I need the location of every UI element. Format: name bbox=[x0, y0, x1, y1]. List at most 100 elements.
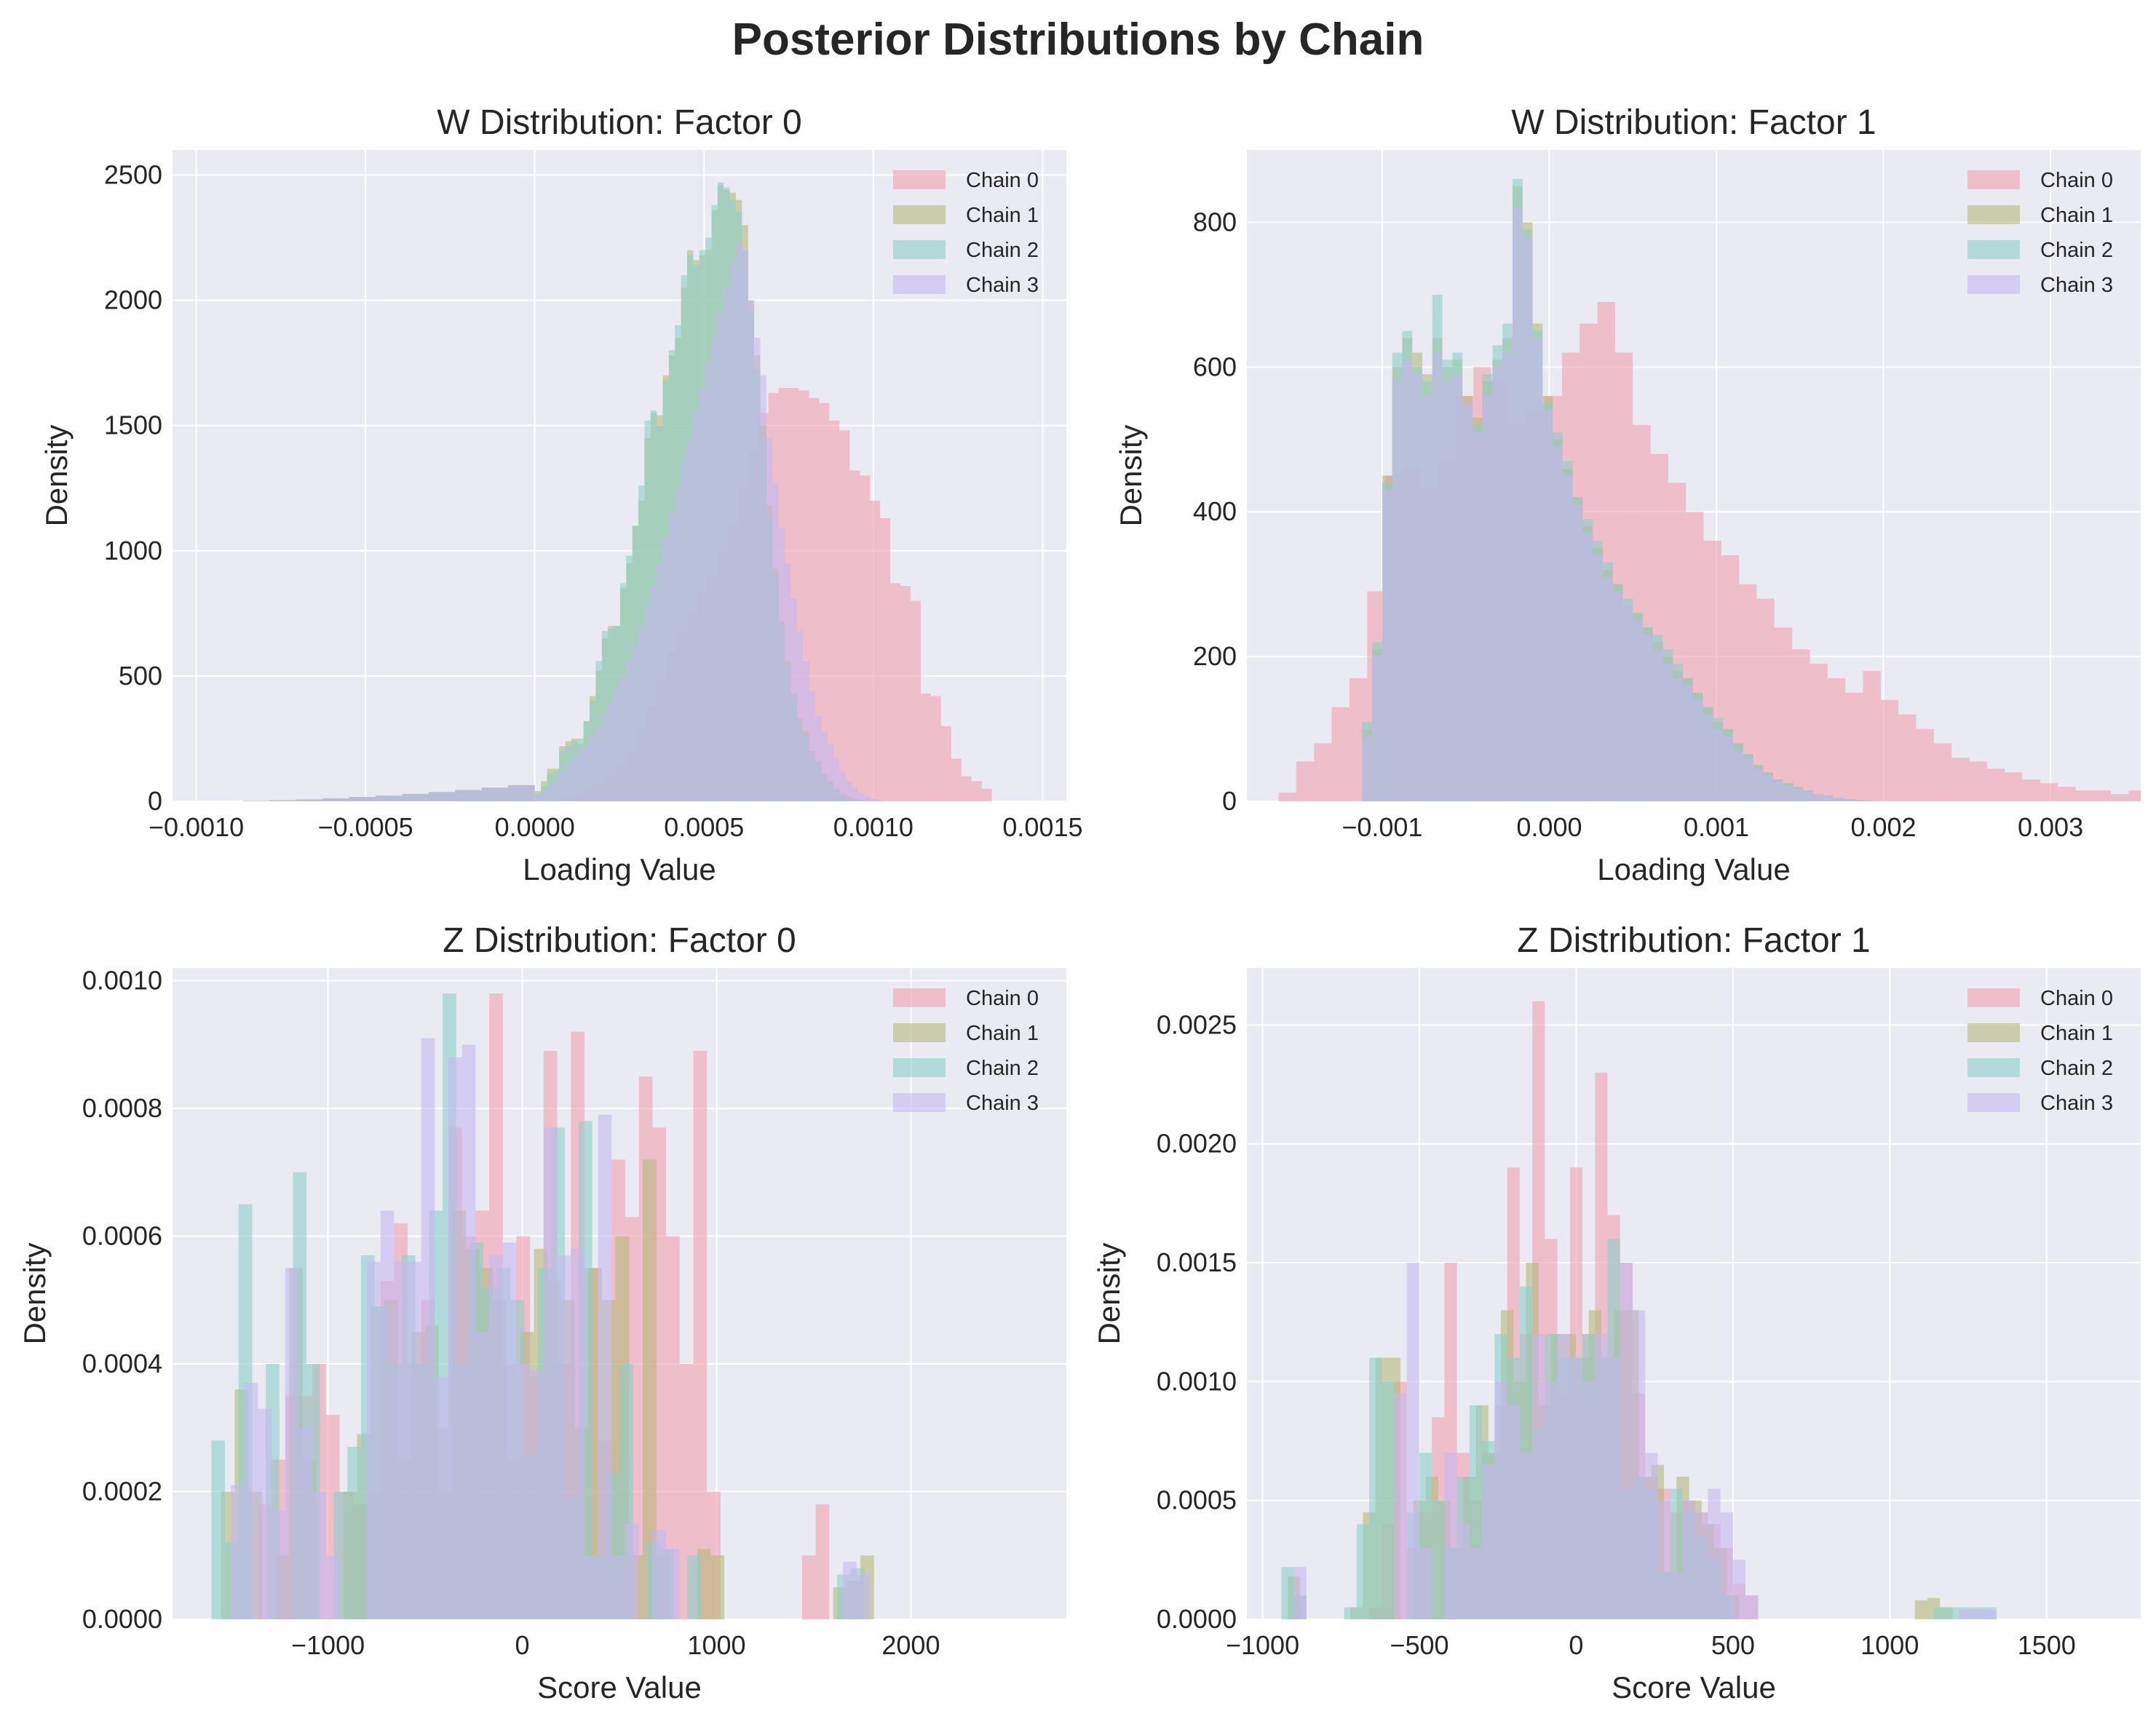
legend-label: Chain 2 bbox=[2040, 1057, 2113, 1080]
panel-title: Z Distribution: Factor 0 bbox=[443, 921, 796, 960]
histogram-bar bbox=[1557, 1334, 1570, 1619]
histogram-bar bbox=[1959, 1609, 1972, 1619]
histogram-bar bbox=[543, 1127, 558, 1619]
bars bbox=[211, 993, 874, 1619]
legend-label: Chain 3 bbox=[2040, 1092, 2113, 1115]
y-tick-label: 2000 bbox=[104, 285, 162, 315]
histogram-bar bbox=[643, 1159, 657, 1619]
histogram-bar bbox=[711, 338, 718, 801]
legend-label: Chain 2 bbox=[2040, 239, 2113, 262]
histogram-bar bbox=[394, 1261, 408, 1619]
x-axis-label: Loading Value bbox=[1597, 852, 1790, 886]
histogram-bar bbox=[1502, 352, 1513, 801]
y-tick-label: 0.0002 bbox=[82, 1477, 162, 1506]
x-tick-label: −0.0005 bbox=[318, 812, 413, 842]
histogram-bar bbox=[951, 758, 962, 801]
histogram-bar bbox=[366, 1261, 381, 1619]
histogram-bar bbox=[856, 1574, 871, 1619]
histogram-bar bbox=[1743, 758, 1753, 801]
panel-title: Z Distribution: Factor 1 bbox=[1517, 921, 1870, 960]
chart-panel: Z Distribution: Factor 1 Score Value Densi… bbox=[1092, 921, 2141, 1704]
histogram-bar bbox=[601, 713, 609, 801]
histogram-bar bbox=[638, 626, 645, 801]
y-tick-label: 0 bbox=[1222, 786, 1237, 816]
histogram-bar bbox=[608, 701, 614, 801]
legend-swatch bbox=[893, 205, 946, 224]
bars bbox=[1281, 1001, 1997, 1619]
histogram-bar bbox=[1813, 794, 1823, 801]
histogram-bar bbox=[1753, 769, 1764, 801]
legend-swatch bbox=[893, 170, 946, 189]
histogram-bar bbox=[1507, 1405, 1520, 1619]
histogram-bar bbox=[1602, 576, 1613, 801]
histogram-bar bbox=[2111, 794, 2129, 801]
histogram-bar bbox=[1402, 360, 1413, 801]
histogram-bar bbox=[863, 796, 871, 801]
x-tick-label: −0.001 bbox=[1341, 812, 1422, 842]
histogram-bar bbox=[1432, 1500, 1445, 1619]
histogram-bar bbox=[930, 696, 941, 801]
y-axis-label: Density bbox=[17, 1242, 52, 1344]
histogram-bar bbox=[312, 1491, 326, 1619]
histogram-bar bbox=[1532, 338, 1543, 801]
legend: Chain 0 Chain 1 Chain 2 Chain 3 bbox=[893, 987, 1039, 1115]
histogram-bar bbox=[583, 746, 590, 801]
chart-panel: W Distribution: Factor 1 Loading Value Den… bbox=[1114, 103, 2141, 886]
y-tick-label: 0.0010 bbox=[1157, 1366, 1237, 1396]
histogram-bar bbox=[1713, 729, 1724, 801]
legend-swatch bbox=[893, 1023, 946, 1042]
histogram-bar bbox=[1582, 533, 1593, 801]
histogram-bar bbox=[644, 606, 651, 801]
histogram-bar bbox=[552, 781, 560, 801]
histogram-bar bbox=[1472, 432, 1483, 801]
histogram-bar bbox=[1642, 635, 1653, 801]
histogram-bar bbox=[687, 1555, 702, 1619]
histogram-bar bbox=[1673, 678, 1684, 801]
legend-label: Chain 1 bbox=[966, 204, 1039, 227]
histogram-bar bbox=[380, 1210, 395, 1619]
histogram-bar bbox=[1745, 1595, 1759, 1619]
x-tick-label: 0.003 bbox=[2018, 812, 2083, 842]
histogram-bar bbox=[1983, 1609, 1997, 1619]
histogram-bar bbox=[1695, 1512, 1708, 1619]
legend-label: Chain 2 bbox=[966, 1057, 1039, 1080]
x-tick-label: 0.0005 bbox=[664, 812, 744, 842]
histogram-bar bbox=[1652, 649, 1663, 801]
histogram-bar bbox=[1482, 396, 1493, 801]
histogram-bar bbox=[1657, 1500, 1670, 1619]
histogram-bar bbox=[900, 585, 911, 801]
histogram-bar bbox=[577, 751, 584, 801]
histogram-bar bbox=[1703, 714, 1713, 801]
x-axis-label: Score Value bbox=[537, 1670, 702, 1704]
x-tick-label: 0 bbox=[515, 1630, 530, 1660]
histogram-bar bbox=[1522, 237, 1533, 801]
histogram-bar bbox=[2128, 790, 2141, 801]
x-tick-label: 2000 bbox=[881, 1630, 940, 1660]
histogram-bar bbox=[920, 693, 931, 801]
histogram-bar bbox=[402, 793, 429, 801]
histogram-bar bbox=[760, 375, 766, 801]
histogram-bar bbox=[2005, 772, 2023, 801]
histogram-bar bbox=[666, 1236, 680, 1619]
histogram-bar bbox=[1392, 381, 1403, 801]
x-tick-label: 500 bbox=[1711, 1630, 1755, 1660]
histogram-bar bbox=[2040, 783, 2058, 801]
legend-label: Chain 3 bbox=[966, 274, 1039, 297]
legend-swatch bbox=[893, 240, 946, 259]
histogram-bar bbox=[1545, 1381, 1558, 1619]
histogram-bar bbox=[778, 528, 785, 801]
histogram-bar bbox=[595, 726, 602, 801]
histogram-bar bbox=[1296, 761, 1315, 801]
histogram-bar bbox=[1372, 656, 1382, 801]
histogram-bar bbox=[1519, 1453, 1533, 1619]
histogram-bar bbox=[748, 300, 755, 801]
histogram-bar bbox=[1633, 620, 1643, 801]
x-tick-label: 1000 bbox=[687, 1630, 745, 1660]
histogram-bar bbox=[790, 598, 797, 801]
legend-label: Chain 1 bbox=[2040, 204, 2113, 227]
histogram-bar bbox=[1281, 1567, 1294, 1619]
histogram-bar bbox=[1898, 714, 1917, 801]
histogram-bar bbox=[1843, 799, 1854, 801]
histogram-bar bbox=[1773, 781, 1783, 801]
histogram-bar bbox=[1622, 606, 1633, 801]
